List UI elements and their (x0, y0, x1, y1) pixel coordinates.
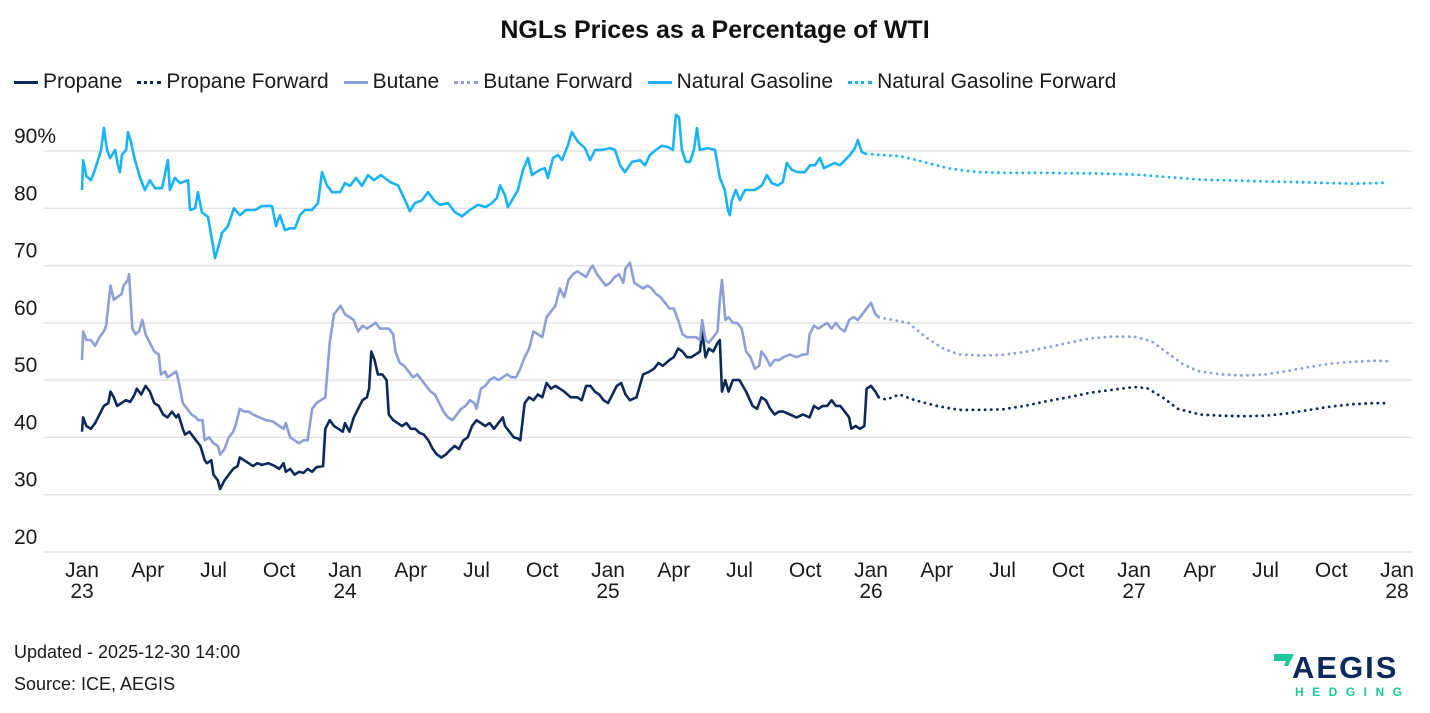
legend-label: Propane (43, 70, 123, 93)
x-tick-label: Jan (854, 559, 888, 582)
legend-swatch-propane-forward (137, 80, 162, 84)
x-tick-label: Apr (131, 559, 164, 582)
x-tick-year-label: 24 (333, 580, 357, 603)
x-tick-label: Oct (1052, 559, 1085, 582)
x-tick-label: Oct (1315, 559, 1348, 582)
x-tick-year-label: 23 (70, 580, 93, 603)
x-tick-label: Jan (1117, 559, 1151, 582)
legend-label: Propane Forward (166, 70, 329, 93)
legend-swatch-natural-gasoline (647, 80, 672, 84)
legend-swatch-propane (14, 80, 38, 84)
x-tick-label: Apr (920, 559, 953, 582)
legend-swatch-butane-forward (454, 80, 479, 84)
series-line-propane-forward (877, 385, 1390, 418)
legend-swatch-natural-gasoline-forward (848, 80, 873, 84)
y-axis-ticks: 20 30 40 50 60 70 80 90% (14, 125, 56, 549)
aegis-hedging-logo: AEGIS HEDGING (1274, 650, 1411, 699)
legend-swatch-butane (343, 80, 368, 84)
updated-timestamp: Updated - 2025-12-30 14:00 (14, 642, 241, 662)
chart-legend: Propane Propane Forward Butane Butane Fo… (14, 70, 1131, 94)
legend-item-propane: Propane (14, 70, 122, 94)
x-tick-year-label: 26 (859, 580, 882, 603)
series-line-butane-forward (877, 315, 1390, 377)
x-tick-label: Jan (1380, 559, 1414, 582)
series-line-butane (80, 261, 880, 456)
x-tick-year-label: 25 (596, 580, 619, 603)
y-tick-label: 80 (14, 182, 37, 205)
x-tick-label: Jan (591, 559, 625, 582)
logo-tagline: HEDGING (1295, 685, 1411, 699)
legend-item-natural-gasoline-forward: Natural Gasoline Forward (848, 70, 1116, 94)
series-line-natural-gasoline-forward (864, 152, 1390, 186)
legend-label: Natural Gasoline (676, 70, 834, 93)
y-tick-label: 40 (14, 411, 37, 434)
y-tick-label: 20 (14, 526, 37, 549)
legend-item-butane-forward: Butane Forward (454, 70, 633, 94)
x-tick-label: Apr (1183, 559, 1216, 582)
legend-item-natural-gasoline: Natural Gasoline (647, 70, 834, 94)
x-tick-label: Oct (526, 559, 559, 582)
x-tick-label: Jul (463, 559, 490, 582)
legend-item-butane: Butane (343, 70, 440, 94)
x-tick-year-label: 28 (1385, 580, 1408, 603)
series-line-natural-gasoline (80, 113, 867, 260)
x-tick-label: Jan (65, 559, 99, 582)
legend-label: Butane (372, 70, 440, 93)
x-tick-label: Jul (200, 559, 227, 582)
logo-wordmark: AEGIS (1292, 650, 1398, 685)
source-note: Source: ICE, AEGIS (14, 674, 176, 694)
x-tick-label: Jan (328, 559, 362, 582)
x-tick-label: Apr (657, 559, 690, 582)
x-tick-label: Jul (989, 559, 1016, 582)
logo-mark-icon (1274, 654, 1294, 666)
y-tick-label: 50 (14, 354, 37, 377)
chart-title: NGLs Prices as a Percentage of WTI (500, 16, 930, 44)
x-tick-label: Jul (726, 559, 753, 582)
x-tick-label: Jul (1252, 559, 1279, 582)
x-tick-label: Oct (789, 559, 822, 582)
y-tick-label: 70 (14, 240, 37, 263)
y-tick-label: 30 (14, 469, 37, 492)
y-tick-label: 60 (14, 297, 37, 320)
series-lines (80, 113, 1390, 491)
legend-label: Butane Forward (483, 70, 633, 93)
x-tick-label: Oct (263, 559, 296, 582)
y-tick-label: 90% (14, 125, 56, 148)
series-line-propane (80, 330, 880, 491)
legend-label: Natural Gasoline Forward (877, 70, 1117, 93)
x-tick-year-label: 27 (1122, 580, 1145, 603)
legend-item-propane-forward: Propane Forward (137, 70, 329, 94)
x-tick-label: Apr (394, 559, 427, 582)
